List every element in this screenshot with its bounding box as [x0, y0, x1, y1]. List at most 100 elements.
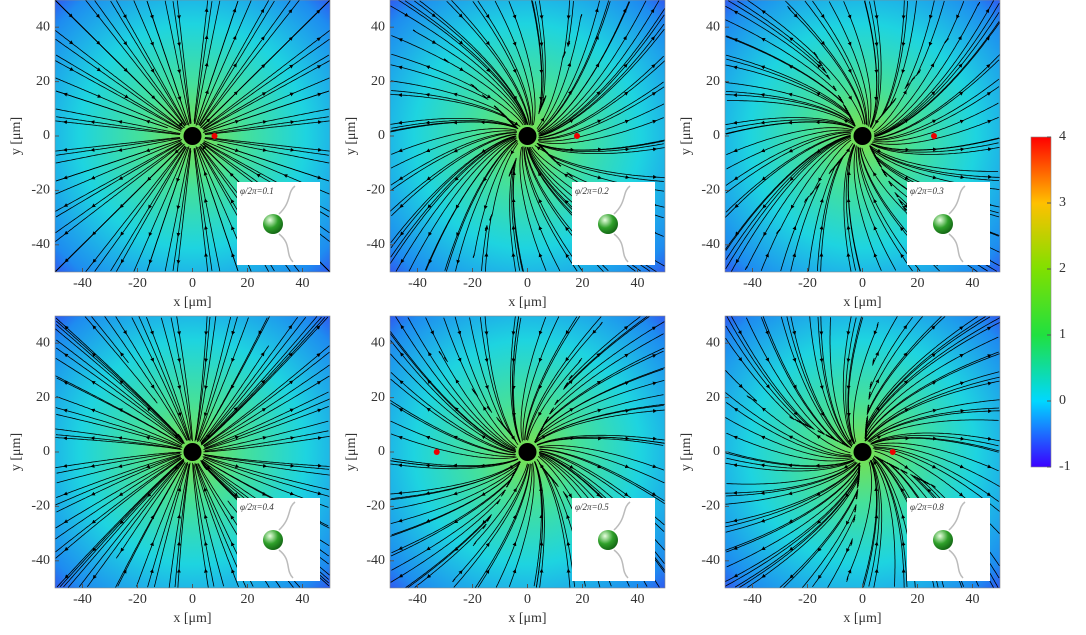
streamline	[538, 0, 647, 135]
flow-arrow	[845, 147, 850, 153]
streamline	[945, 1, 965, 42]
flow-arrow	[119, 380, 124, 385]
inset-cell	[933, 530, 953, 550]
streamline	[146, 317, 191, 442]
streamline	[726, 316, 811, 428]
flow-arrow	[760, 435, 766, 440]
streamline	[115, 146, 187, 272]
colorbar-tick-label: 0	[1059, 393, 1066, 408]
streamline	[540, 0, 660, 136]
flow-arrow	[765, 330, 769, 335]
y-tick-label: 40	[706, 19, 720, 34]
streamline	[55, 456, 181, 529]
flow-arrow	[260, 351, 265, 357]
streamline	[55, 457, 182, 540]
streamline	[527, 357, 583, 441]
streamline	[133, 0, 188, 125]
streamline	[865, 316, 978, 428]
flow-arrow	[596, 492, 601, 497]
streamline	[725, 462, 857, 497]
streamline	[820, 316, 853, 446]
flow-arrow	[399, 203, 404, 208]
flow-arrow	[959, 326, 964, 331]
streamline	[553, 159, 664, 192]
y-tick-label: 20	[36, 74, 50, 89]
flow-arrow	[481, 148, 486, 153]
y-tick-label: 40	[371, 19, 385, 34]
streamline	[200, 317, 326, 446]
streamline	[200, 316, 299, 444]
flow-arrow	[760, 148, 766, 153]
flagellum	[613, 185, 631, 263]
x-tick-label: 40	[631, 592, 645, 607]
y-tick-label: 0	[713, 444, 720, 459]
streamline	[863, 459, 878, 588]
streamline	[390, 378, 515, 454]
streamline	[55, 140, 182, 195]
x-tick-label: 0	[524, 592, 531, 607]
streamline	[785, 0, 866, 125]
flow-arrow	[177, 487, 182, 492]
flow-arrow	[398, 546, 403, 550]
streamline	[202, 90, 330, 133]
streamline	[538, 55, 664, 139]
flow-arrow	[177, 96, 182, 101]
flow-arrow	[231, 357, 235, 363]
streamline	[176, 150, 192, 272]
flow-arrow	[931, 325, 936, 330]
flow-arrow	[873, 225, 878, 231]
streamline	[176, 316, 193, 442]
streamline	[568, 316, 641, 381]
streamline	[164, 0, 191, 125]
streamline	[888, 0, 917, 108]
flow-arrow	[735, 258, 740, 264]
flow-arrow	[92, 574, 97, 580]
y-tick-label: -20	[31, 499, 50, 514]
streamline	[536, 434, 665, 446]
streamline	[203, 60, 330, 131]
streamline	[869, 1, 880, 128]
inset-label: φ/2π=0.8	[910, 502, 944, 512]
streamline	[194, 147, 221, 272]
streamline	[490, 142, 519, 219]
flow-arrow	[512, 41, 517, 47]
streamline	[176, 0, 192, 124]
flow-arrow	[788, 435, 794, 440]
y-tick-label: -20	[366, 183, 385, 198]
streamline	[56, 90, 168, 129]
streamline	[55, 60, 182, 131]
y-tick-label: 20	[706, 390, 720, 405]
inset-cell	[263, 214, 283, 234]
flow-arrow	[120, 231, 125, 236]
flow-arrow	[540, 117, 545, 122]
y-axis-label: y [μm]	[344, 433, 359, 471]
streamline	[538, 0, 609, 133]
x-tick-label: -20	[128, 592, 147, 607]
y-tick-label: -20	[31, 183, 50, 198]
x-tick-label: 0	[859, 276, 866, 291]
flow-arrow	[847, 438, 852, 444]
flow-arrow	[512, 514, 517, 520]
flow-arrow	[928, 41, 933, 47]
streamline	[725, 462, 857, 494]
flow-arrow	[63, 353, 69, 358]
streamline	[390, 135, 517, 264]
streamline	[725, 135, 851, 260]
streamline	[204, 456, 329, 491]
streamline	[174, 464, 190, 588]
flagellum	[278, 501, 296, 579]
x-tick-label: -20	[798, 276, 817, 291]
streamline	[730, 135, 851, 272]
streamline	[55, 454, 181, 506]
flow-arrow	[453, 491, 458, 496]
flow-arrow	[816, 519, 822, 524]
streamline	[866, 316, 946, 415]
flow-arrow	[96, 67, 102, 72]
y-axis-label: y [μm]	[679, 117, 694, 155]
streamline	[726, 432, 853, 462]
y-axis-label: y [μm]	[9, 117, 24, 155]
flow-arrow	[734, 203, 739, 209]
flow-arrow	[150, 68, 155, 73]
streamline	[197, 0, 252, 125]
streamline	[725, 133, 852, 218]
